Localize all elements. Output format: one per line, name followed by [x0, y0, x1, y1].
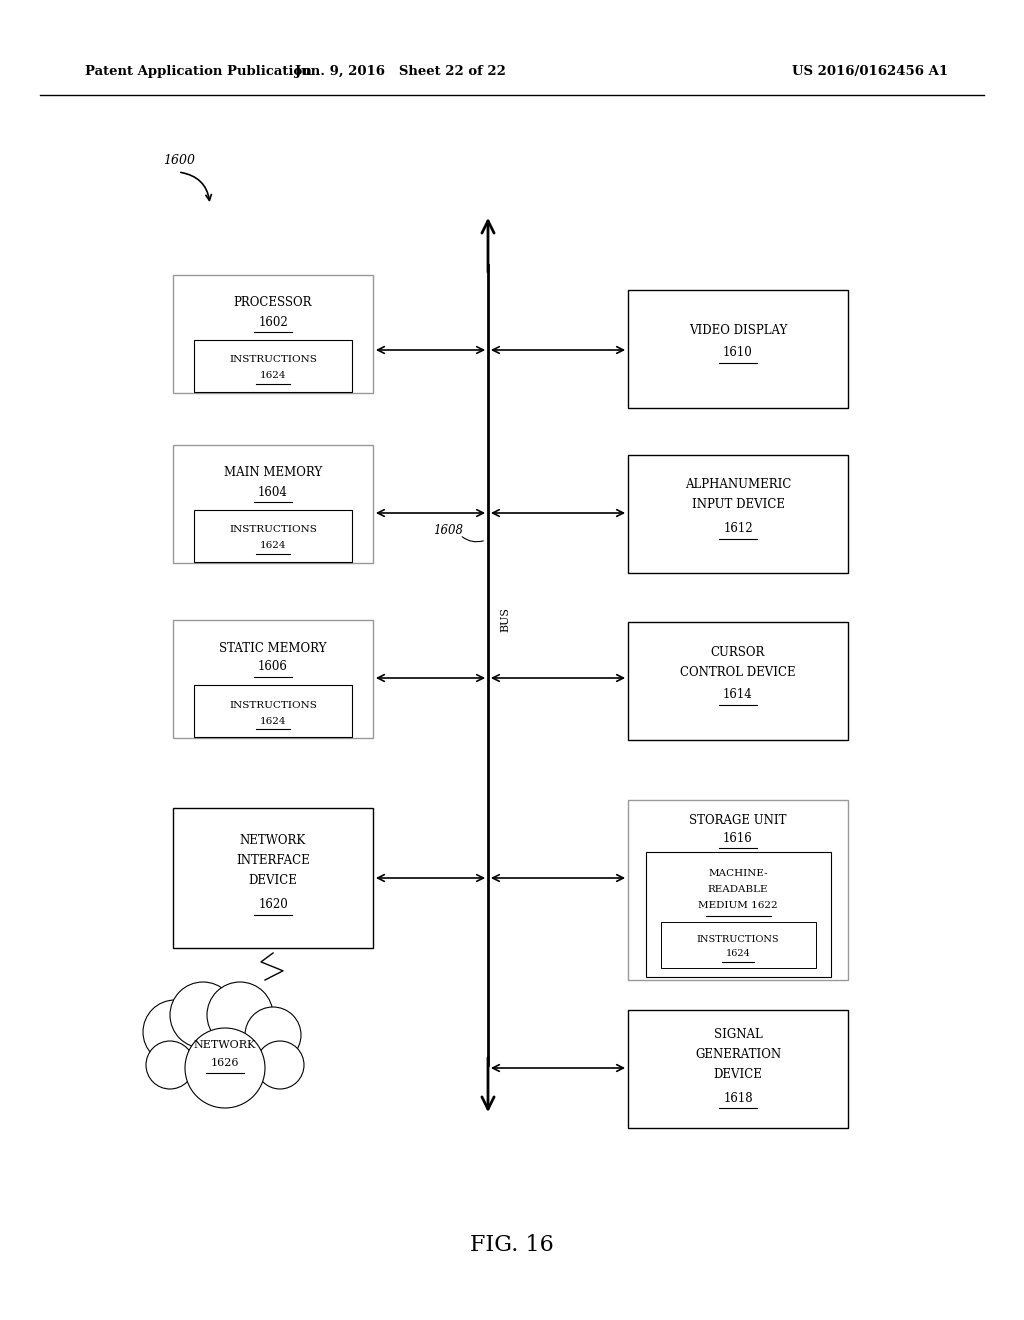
Bar [173, 808, 373, 948]
Bar [194, 341, 352, 392]
Text: US 2016/0162456 A1: US 2016/0162456 A1 [792, 66, 948, 78]
Text: CONTROL DEVICE: CONTROL DEVICE [680, 665, 796, 678]
Text: 1626: 1626 [211, 1059, 240, 1068]
Text: 1614: 1614 [723, 688, 753, 701]
Text: MACHINE-: MACHINE- [709, 870, 768, 879]
Text: 1606: 1606 [258, 660, 288, 673]
Bar [628, 455, 848, 573]
Text: DEVICE: DEVICE [249, 874, 297, 887]
Text: PROCESSOR: PROCESSOR [233, 297, 312, 309]
Text: Patent Application Publication: Patent Application Publication [85, 66, 311, 78]
Text: 1618: 1618 [723, 1092, 753, 1105]
Text: FIG. 16: FIG. 16 [470, 1234, 554, 1257]
Text: 1624: 1624 [260, 371, 287, 380]
Text: SIGNAL: SIGNAL [714, 1028, 763, 1041]
Text: VIDEO DISPLAY: VIDEO DISPLAY [689, 323, 787, 337]
Text: 1612: 1612 [723, 521, 753, 535]
Text: ALPHANUMERIC: ALPHANUMERIC [685, 479, 792, 491]
Bar [194, 510, 352, 562]
Text: NETWORK: NETWORK [240, 833, 306, 846]
Circle shape [245, 1007, 301, 1063]
Circle shape [146, 1041, 194, 1089]
Text: 1610: 1610 [723, 346, 753, 359]
Text: INSTRUCTIONS: INSTRUCTIONS [229, 355, 317, 364]
Text: Jun. 9, 2016   Sheet 22 of 22: Jun. 9, 2016 Sheet 22 of 22 [295, 66, 506, 78]
Circle shape [170, 982, 236, 1048]
Text: MAIN MEMORY: MAIN MEMORY [224, 466, 323, 479]
Text: INPUT DEVICE: INPUT DEVICE [691, 499, 784, 511]
Text: STORAGE UNIT: STORAGE UNIT [689, 813, 786, 826]
Text: 1600: 1600 [163, 153, 195, 166]
Circle shape [143, 1001, 207, 1064]
Circle shape [207, 982, 273, 1048]
Bar [173, 445, 373, 564]
Text: 1624: 1624 [260, 717, 287, 726]
Circle shape [256, 1041, 304, 1089]
Text: NETWORK: NETWORK [194, 1040, 256, 1049]
Text: INTERFACE: INTERFACE [237, 854, 310, 866]
Bar [194, 685, 352, 737]
Text: 1624: 1624 [260, 541, 287, 550]
Text: 1620: 1620 [258, 898, 288, 911]
Text: STATIC MEMORY: STATIC MEMORY [219, 642, 327, 655]
Text: INSTRUCTIONS: INSTRUCTIONS [229, 701, 317, 710]
Text: MEDIUM 1622: MEDIUM 1622 [698, 902, 778, 911]
Text: CURSOR: CURSOR [711, 645, 765, 659]
Bar [173, 275, 373, 393]
Bar [173, 620, 373, 738]
Text: 1604: 1604 [258, 486, 288, 499]
Text: BUS: BUS [500, 607, 510, 632]
Bar [646, 851, 831, 977]
Text: INSTRUCTIONS: INSTRUCTIONS [229, 525, 317, 535]
Text: 1608: 1608 [433, 524, 463, 536]
Bar [628, 622, 848, 741]
Text: GENERATION: GENERATION [695, 1048, 781, 1061]
Bar [628, 800, 848, 979]
Text: 1602: 1602 [258, 315, 288, 329]
Circle shape [185, 1028, 265, 1107]
Text: 1616: 1616 [723, 832, 753, 845]
Bar [662, 921, 816, 968]
Text: READABLE: READABLE [708, 886, 768, 895]
Text: INSTRUCTIONS: INSTRUCTIONS [696, 935, 779, 944]
Text: DEVICE: DEVICE [714, 1068, 763, 1081]
Bar [628, 1010, 848, 1129]
Bar [628, 290, 848, 408]
Text: 1624: 1624 [726, 949, 751, 958]
